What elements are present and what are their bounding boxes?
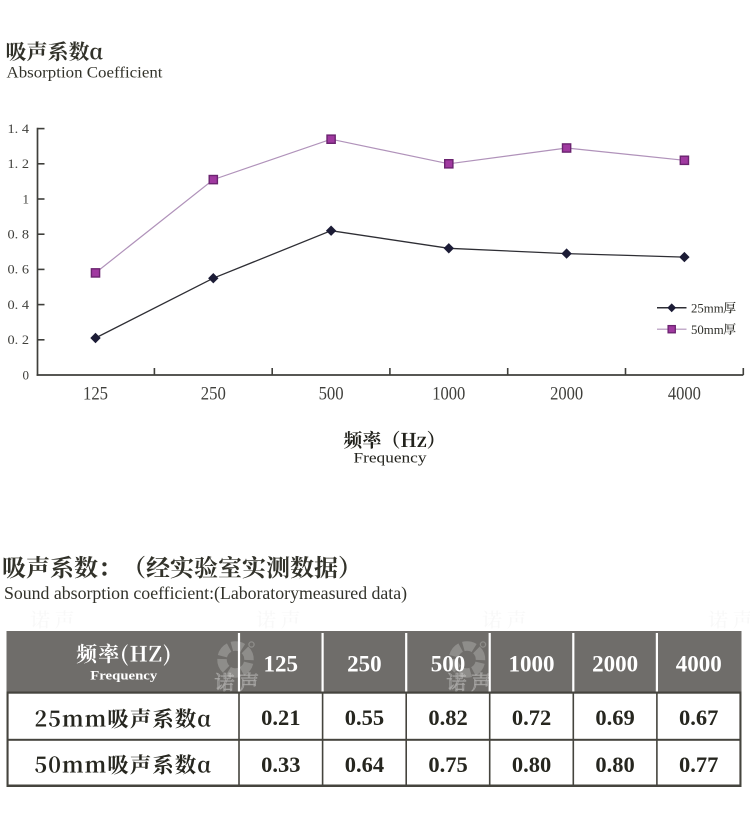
svg-text:125: 125 xyxy=(83,384,108,404)
svg-text:1. 2: 1. 2 xyxy=(8,156,30,171)
svg-text:25mm: 25mm xyxy=(691,301,724,315)
svg-text:4000: 4000 xyxy=(668,384,701,404)
svg-text:0.21: 0.21 xyxy=(261,705,300,730)
svg-text:0. 4: 0. 4 xyxy=(8,297,30,312)
svg-text:500: 500 xyxy=(431,652,466,677)
svg-text:0.69: 0.69 xyxy=(595,705,634,730)
svg-text:500: 500 xyxy=(319,384,344,404)
svg-text:1. 4: 1. 4 xyxy=(8,121,30,136)
svg-text:0.80: 0.80 xyxy=(512,752,551,777)
svg-text:Frequency: Frequency xyxy=(354,451,428,467)
svg-text:0.67: 0.67 xyxy=(679,705,718,730)
svg-text:125: 125 xyxy=(264,652,299,677)
svg-text:Absorption Coefficient: Absorption Coefficient xyxy=(7,64,164,81)
svg-text:0.77: 0.77 xyxy=(679,752,718,777)
svg-text:0: 0 xyxy=(23,367,30,382)
svg-text:0.55: 0.55 xyxy=(345,705,384,730)
svg-text:0.33: 0.33 xyxy=(261,752,300,777)
svg-text:0.82: 0.82 xyxy=(428,705,467,730)
svg-text:0.72: 0.72 xyxy=(512,705,551,730)
svg-text:0.75: 0.75 xyxy=(428,752,467,777)
svg-text:50mm: 50mm xyxy=(691,323,724,337)
svg-text:0. 8: 0. 8 xyxy=(8,227,30,242)
svg-text:0. 2: 0. 2 xyxy=(8,332,30,347)
svg-text:0.80: 0.80 xyxy=(595,752,634,777)
svg-text:1000: 1000 xyxy=(432,384,465,404)
svg-text:1000: 1000 xyxy=(509,652,555,677)
svg-text:1: 1 xyxy=(23,191,30,206)
svg-text:Sound absorption coefficient:(: Sound absorption coefficient:(Laboratory… xyxy=(4,583,407,604)
svg-text:2000: 2000 xyxy=(592,652,638,677)
svg-text:0. 6: 0. 6 xyxy=(8,262,30,277)
svg-text:250: 250 xyxy=(347,652,382,677)
svg-text:Frequency: Frequency xyxy=(90,668,158,683)
svg-text:250: 250 xyxy=(201,384,226,404)
svg-text:0.64: 0.64 xyxy=(345,752,384,777)
svg-text:4000: 4000 xyxy=(676,652,722,677)
svg-text:2000: 2000 xyxy=(550,384,583,404)
